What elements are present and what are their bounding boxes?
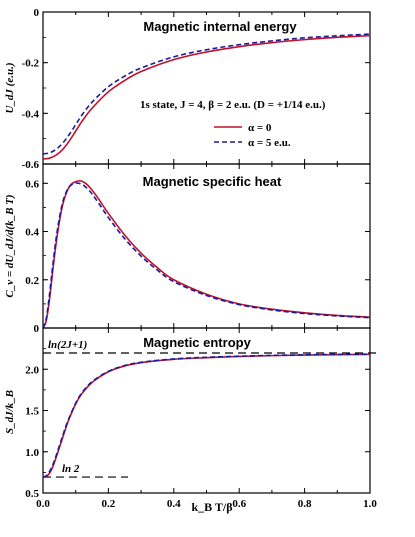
panel1-ytick-label: 0.2 <box>25 275 39 287</box>
ref-label-ln2: ln 2 <box>62 463 80 475</box>
legend-label-alpha0: α = 0 <box>248 122 272 134</box>
heat-ylabel: C_v = dU_dJ/d(k_B T) <box>4 194 16 297</box>
entropy-title: Magnetic entropy <box>143 335 251 350</box>
heat-title: Magnetic specific heat <box>143 174 282 189</box>
panel2-xtick-label: 0.6 <box>232 498 246 510</box>
panel0-ytick-label: -0.6 <box>22 159 40 171</box>
panel2-ytick-label: 0.5 <box>25 488 39 500</box>
panel1-series-alpha5 <box>42 182 371 329</box>
panel1-series-alpha0 <box>42 180 371 329</box>
entropy-ylabel: S_dJ/k_B <box>4 390 16 434</box>
energy-annotation: 1s state, J = 4, β = 2 e.u. (D = +1/14 e… <box>140 99 326 111</box>
ref-label-ln2J1: ln(2J+1) <box>48 339 87 351</box>
panel1-ytick-label: 0.4 <box>25 227 39 239</box>
panel-energy-frame <box>42 11 371 165</box>
panel0-series-alpha0 <box>42 34 371 160</box>
legend-label-alpha5: α = 5 e.u. <box>248 137 291 149</box>
panel1-ytick-label: 0 <box>34 323 40 335</box>
panel0-series-alpha5 <box>42 33 371 155</box>
entropy-xlabel: k_B T/β <box>191 500 232 514</box>
panel0-ytick-label: -0.2 <box>22 58 40 70</box>
panel2-ytick-label: 1.0 <box>25 447 39 459</box>
panel2-series-alpha5 <box>42 353 371 479</box>
panel0-ytick-label: 0 <box>34 7 40 19</box>
panel2-ytick-label: 1.5 <box>25 406 39 418</box>
panel2-xtick-label: 1.0 <box>363 498 377 510</box>
panel2-xtick-label: 0.4 <box>167 498 181 510</box>
panel0-ytick-label: -0.4 <box>22 108 40 120</box>
panel2-xtick-label: 0.0 <box>36 498 50 510</box>
panel1-ytick-label: 0.6 <box>25 178 39 190</box>
panel2-ytick-label: 2.0 <box>25 364 39 376</box>
panel2-xtick-label: 0.8 <box>298 498 312 510</box>
energy-ylabel: U_dJ (e.u.) <box>4 62 16 113</box>
panel2-xtick-label: 0.2 <box>102 498 116 510</box>
panel2-series-alpha0 <box>42 353 371 479</box>
energy-title: Magnetic internal energy <box>143 19 297 34</box>
